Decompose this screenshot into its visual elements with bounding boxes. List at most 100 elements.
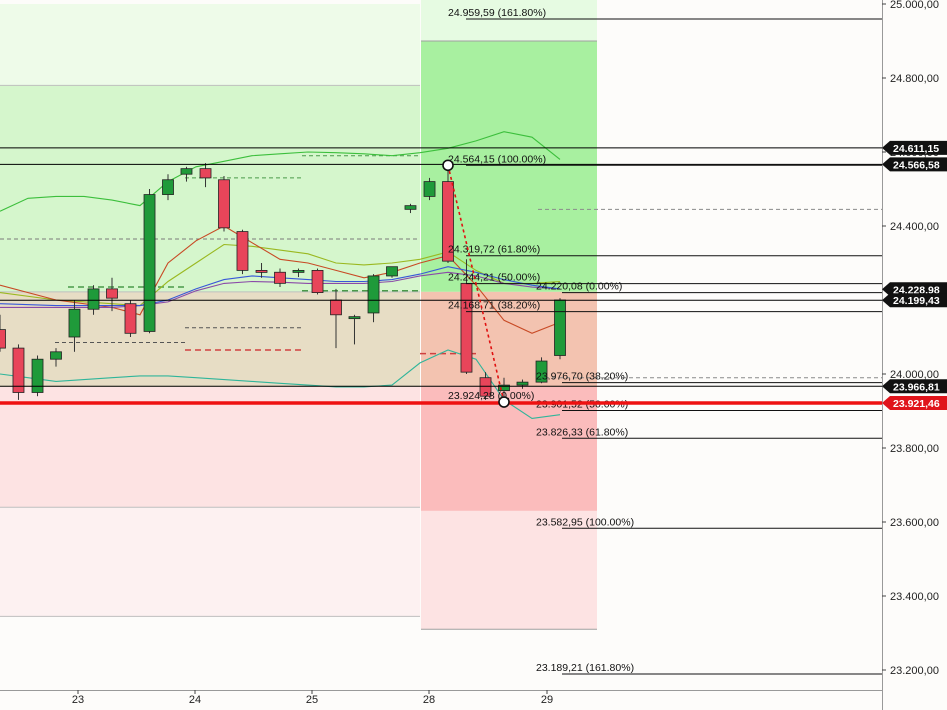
price-tag: 24.199,43 (882, 293, 947, 308)
candle (423, 177, 436, 201)
price-tag-bg (882, 282, 947, 297)
candle (274, 268, 286, 288)
candle (348, 314, 361, 345)
x-tick-label: 23 (72, 694, 84, 706)
candle-body (460, 282, 473, 373)
candle-body (180, 168, 193, 175)
candle-body (423, 181, 436, 197)
candles (0, 163, 566, 403)
candle-body (143, 194, 156, 332)
candle (143, 189, 156, 334)
fib-lower-label: 24.220,08 (0.00%) (536, 281, 622, 293)
candle-body (162, 179, 174, 195)
candle (12, 344, 25, 400)
x-axis-background (0, 690, 882, 710)
upper-band-line (0, 131, 561, 212)
fib-lower-label: 23.189,21 (161.80%) (536, 662, 634, 674)
candle (311, 268, 324, 295)
fib-upper-label: 24.168,71 (38.20%) (448, 300, 540, 312)
candle (404, 203, 417, 214)
candle-body (31, 358, 44, 393)
candle-body (124, 303, 137, 334)
swing-start-marker (442, 159, 454, 172)
candle-body (442, 181, 454, 262)
y-tick-label: 23.400,00 (890, 591, 939, 603)
zone-green (0, 85, 420, 292)
grid-lines (0, 155, 882, 379)
time-axis: 23 24 25 28 29 (0, 690, 882, 710)
candle (386, 266, 398, 278)
fib-upper-label: 24.564,15 (100.00%) (448, 153, 546, 165)
fib-zone-top (421, 0, 597, 41)
x-tick-label: 24 (189, 694, 201, 706)
candle (199, 163, 212, 188)
ma-orange-line (0, 225, 561, 334)
swing-line (447, 165, 505, 403)
price-tag-label: 24.611,15 (893, 143, 939, 155)
candle-body (12, 347, 25, 393)
candle (442, 164, 454, 263)
candle (106, 277, 118, 312)
y-tick-label: 23.800,00 (890, 443, 939, 455)
swing-end-marker (498, 396, 510, 408)
price-tag-label: 24.566,58 (893, 159, 940, 171)
fib-upper-label: 23.924,28 (0.00%) (448, 390, 534, 402)
x-tick-label: 28 (423, 694, 435, 706)
x-tick-label: 29 (541, 694, 553, 706)
candle-body (479, 377, 492, 397)
axis-background (882, 0, 947, 710)
candle-body (330, 299, 342, 316)
candle-body (218, 179, 230, 229)
candle-body (199, 168, 212, 179)
candle-body (311, 269, 324, 293)
price-tag: 24.566,58 (882, 157, 947, 172)
fib-zones (421, 0, 597, 630)
price-tag-bg (882, 379, 947, 394)
price-tag-bg (882, 140, 947, 155)
candle-body (516, 381, 529, 386)
candle (162, 174, 174, 201)
candle (535, 357, 548, 384)
candle (50, 348, 62, 367)
price-tag: 24.611,15 (882, 140, 947, 155)
candle-body (255, 269, 268, 273)
fib-zone-red-light (421, 510, 597, 630)
candle (0, 314, 6, 352)
price-tag: 23.966,81 (882, 379, 947, 394)
y-tick-label: 23.600,00 (890, 517, 939, 529)
price-tag-label: 23.966,81 (893, 381, 940, 393)
candle-body (535, 360, 548, 383)
ma-blue-line (0, 266, 561, 307)
y-tick-label: 24.000,00 (890, 369, 939, 381)
candle (124, 300, 137, 337)
candle-body (348, 316, 361, 320)
candle (68, 300, 81, 352)
candle-body (367, 275, 380, 314)
x-tick-label: 25 (306, 694, 318, 706)
fib-zone-mid (421, 291, 597, 387)
fib-zone-red (421, 386, 597, 511)
fib-levels: 24.959,59 (161.80%) 24.564,15 (100.00%) 24… (448, 7, 882, 675)
zone-green-light (0, 4, 420, 86)
candle (292, 268, 305, 278)
y-tick-label: 24.400,00 (890, 221, 939, 233)
fib-lower-label: 23.826,33 (61.80%) (536, 426, 628, 438)
fib-upper-label: 24.959,59 (161.80%) (448, 7, 546, 19)
fib-lower-label: 23.582,95 (100.00%) (536, 516, 634, 528)
candle-body (87, 288, 100, 310)
candle-body (554, 299, 566, 356)
candle (255, 263, 268, 278)
candle-body (292, 269, 305, 273)
y-tick-label: 25.000,00 (890, 0, 939, 11)
indicator-lines (0, 131, 561, 419)
fib-upper-label: 24.319,72 (61.80%) (448, 244, 540, 256)
zone-red-light (0, 507, 420, 617)
overlay (0, 147, 882, 408)
candle-body (68, 308, 81, 338)
candle-body (106, 288, 118, 299)
candle-body (0, 329, 6, 349)
y-tick-label: 23.200,00 (890, 665, 939, 677)
zone-red (0, 386, 420, 508)
